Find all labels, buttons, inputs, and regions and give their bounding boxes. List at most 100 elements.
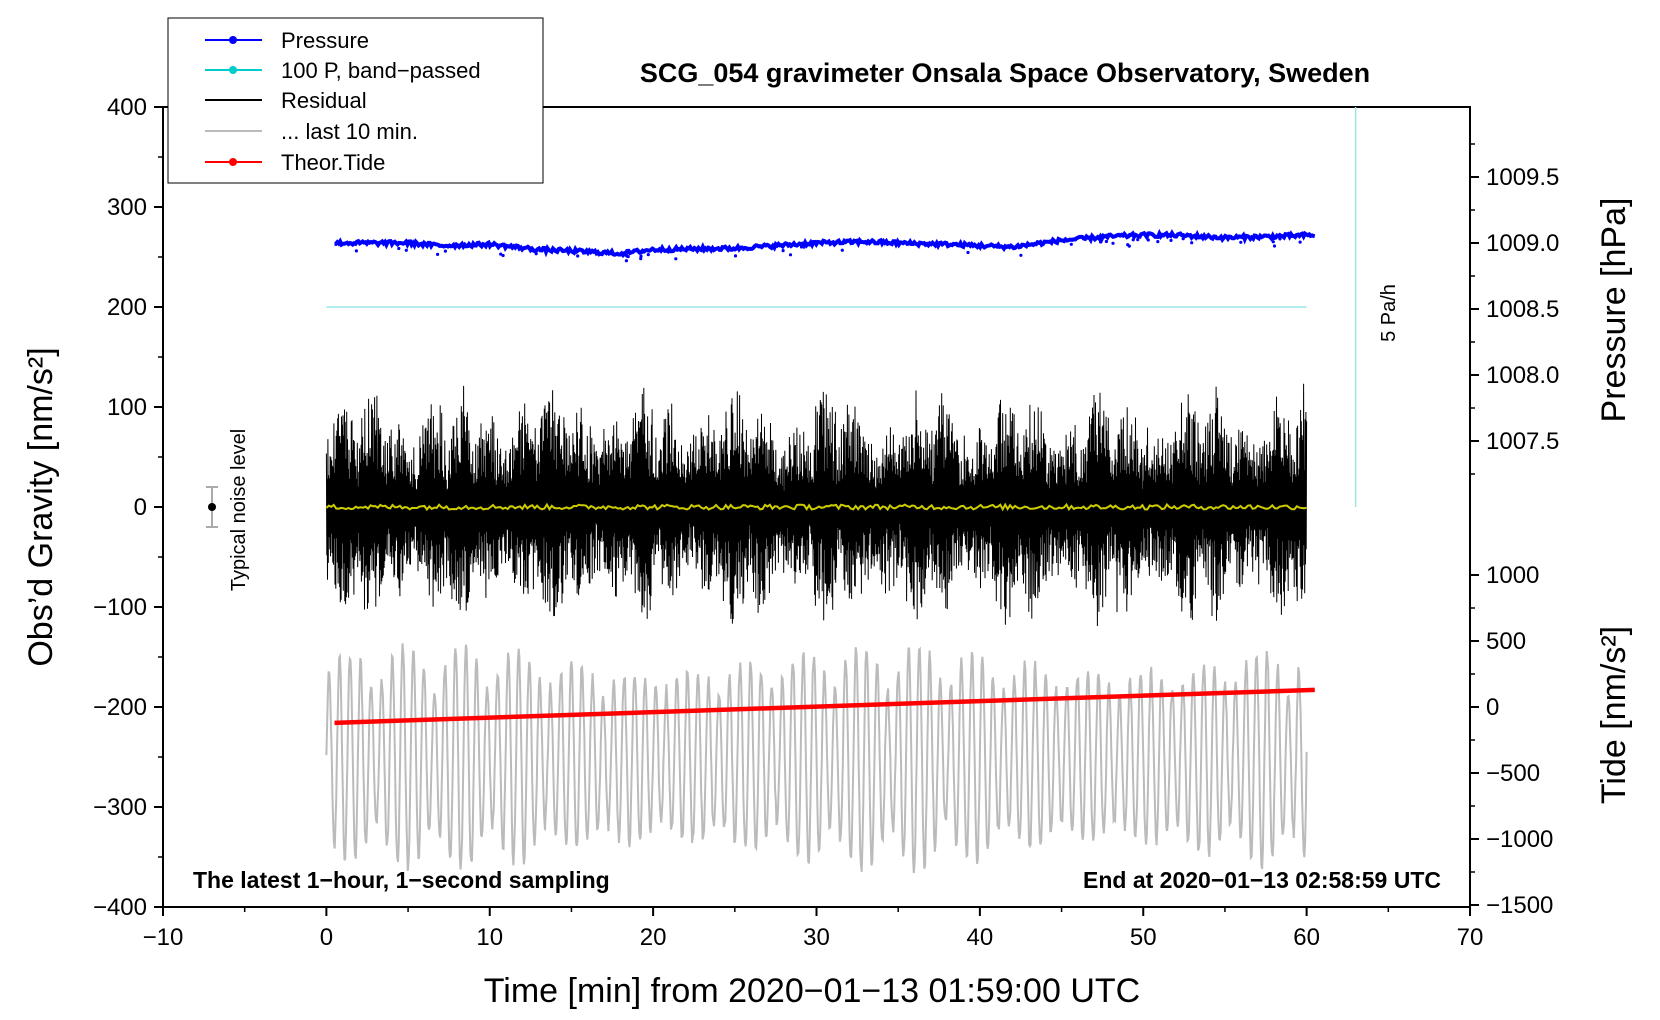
pressure-point: [788, 253, 793, 257]
y-tick-label: −300: [93, 794, 147, 821]
pressure-point: [1019, 253, 1023, 257]
y-tick-label: 0: [134, 494, 147, 521]
pressure-point: [443, 249, 447, 253]
x-axis-ticks: −10 0 10 20 30 40 50 60 70: [143, 907, 1484, 951]
y-axis-label-pressure: Pressure [hPa]: [1595, 198, 1633, 423]
pressure-point: [1104, 239, 1108, 244]
pressure-point: [1278, 237, 1282, 241]
pressure-point: [1181, 237, 1185, 241]
pressure-point: [639, 257, 643, 261]
tide-tick-label: −500: [1486, 760, 1540, 787]
x-tick-label: −10: [143, 924, 184, 951]
pressure-point: [576, 254, 580, 258]
y-tick-label: −100: [93, 594, 147, 621]
x-tick-label: 70: [1457, 924, 1484, 951]
x-tick-label: 30: [803, 924, 830, 951]
y-axis-label-tide: Tide [nm/s²]: [1595, 626, 1633, 804]
pressure-point: [626, 255, 630, 259]
pressure-point: [840, 248, 844, 252]
pressure-point: [354, 249, 358, 253]
x-tick-label: 60: [1293, 924, 1320, 951]
legend-swatch-dot: [229, 66, 237, 74]
pressure-axis-ticks: 1009.5 1009.0 1008.5 1008.0 1007.5: [1470, 143, 1559, 475]
y-axis-ticks: 400 300 200 100 0 −100 −200 −300 −400: [93, 94, 163, 921]
y-tick-label: 300: [107, 194, 147, 221]
pressure-point: [966, 250, 970, 255]
pressure-point: [436, 252, 440, 256]
pressure-tick-label: 1008.5: [1486, 296, 1559, 323]
pressure-point: [1131, 238, 1135, 242]
last-10-min-series: [325, 643, 1308, 874]
residual-line: [325, 383, 1308, 627]
pressure-point: [1111, 241, 1115, 245]
pressure-point: [499, 252, 503, 256]
tide-axis-ticks: 1000 500 0 −500 −1000 −1500: [1470, 562, 1553, 919]
x-tick-label: 0: [320, 924, 333, 951]
pressure-point: [501, 253, 505, 258]
pressure-point: [1136, 238, 1140, 242]
y-tick-label: −200: [93, 694, 147, 721]
legend-label-residual: Residual: [281, 88, 367, 113]
y-tick-label: 200: [107, 294, 147, 321]
pressure-point: [1169, 238, 1173, 242]
pressure-point: [1271, 240, 1275, 244]
pressure-line: [334, 228, 1316, 259]
pressure-tick-label: 1009.0: [1486, 230, 1559, 257]
pressure-point: [1272, 244, 1277, 248]
y-tick-label: 400: [107, 94, 147, 121]
pressure-point: [397, 246, 401, 251]
legend-label-band-passed: 100 P, band−passed: [281, 58, 481, 83]
pressure-point: [1126, 243, 1130, 247]
tide-tick-label: −1500: [1486, 892, 1553, 919]
pressure-point: [1190, 241, 1194, 245]
pressure-point: [799, 245, 804, 249]
legend-label-pressure: Pressure: [281, 28, 369, 53]
pressure-point: [1099, 240, 1103, 244]
legend: Pressure 100 P, band−passed Residual ...…: [167, 17, 544, 184]
legend-swatch-dot: [229, 36, 237, 44]
legend-label-theor-tide: Theor.Tide: [281, 150, 385, 175]
pressure-point: [674, 257, 678, 261]
pressure-point: [534, 252, 538, 256]
pressure-point: [781, 249, 785, 253]
x-tick-label: 40: [967, 924, 994, 951]
tide-tick-label: 1000: [1486, 562, 1539, 589]
pressure-point: [624, 259, 629, 263]
y-tick-label: −400: [93, 894, 147, 921]
pressure-series: [334, 228, 1316, 263]
tide-series: [334, 687, 1315, 726]
pressure-point: [639, 254, 643, 258]
pressure-point: [1298, 240, 1302, 244]
tide-line: [334, 687, 1315, 726]
tide-tick-label: 0: [1486, 694, 1499, 721]
y-axis-label-left: Obs’d Gravity [nm/s²]: [22, 347, 60, 666]
chart-title: SCG_054 gravimeter Onsala Space Observat…: [640, 58, 1370, 88]
legend-label-last-10-min: ... last 10 min.: [281, 119, 418, 144]
x-axis-label: Time [min] from 2020−01−13 01:59:00 UTC: [484, 972, 1140, 1010]
pressure-tick-label: 1007.5: [1486, 428, 1559, 455]
x-tick-label: 50: [1130, 924, 1157, 951]
noise-bar: [206, 486, 219, 528]
pressure-tick-label: 1008.0: [1486, 362, 1559, 389]
x-tick-label: 20: [640, 924, 667, 951]
tide-tick-label: −1000: [1486, 826, 1553, 853]
footer-left-note: The latest 1−hour, 1−second sampling: [193, 867, 610, 893]
residual-series: [325, 383, 1308, 627]
residual-smoothed-series: [325, 502, 1307, 512]
legend-swatch-dot: [229, 158, 237, 166]
pressure-tick-label: 1009.5: [1486, 164, 1559, 191]
tide-tick-label: 500: [1486, 628, 1526, 655]
last-10-min-line: [325, 643, 1308, 874]
pressure-point: [733, 254, 738, 258]
noise-level-label: Typical noise level: [228, 429, 250, 591]
legend-marks: [205, 36, 262, 166]
footer-right-note: End at 2020−01−13 02:58:59 UTC: [1083, 867, 1441, 893]
pressure-point: [1069, 242, 1073, 246]
scale-bar-label: 5 Pa/h: [1378, 284, 1400, 342]
residual-smoothed-line: [325, 502, 1307, 512]
pressure-point: [404, 248, 408, 252]
x-tick-label: 10: [476, 924, 503, 951]
pressure-point: [1146, 238, 1150, 242]
pressure-point: [1239, 240, 1243, 244]
